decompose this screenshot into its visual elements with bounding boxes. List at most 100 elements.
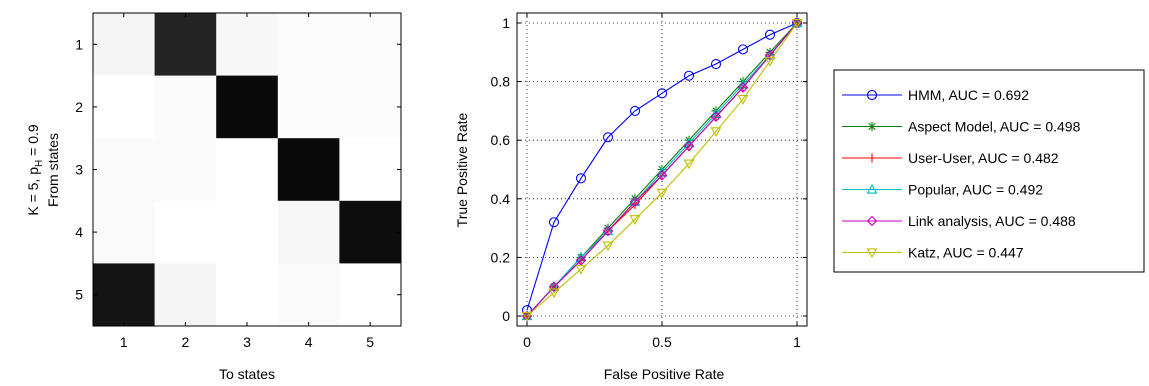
heatmap-cell	[339, 75, 402, 139]
roc-data-point	[738, 77, 748, 87]
roc-data-point	[602, 132, 614, 143]
heatmap-x-tick-label: 5	[366, 334, 374, 350]
legend-marker	[867, 153, 877, 163]
roc-x-tick-label: 1	[793, 334, 801, 350]
heatmap-cell	[93, 138, 156, 202]
heatmap-cell	[277, 263, 340, 327]
roc-y-tick-label: 0.2	[491, 249, 511, 265]
roc-y-tick-label: 0.8	[491, 74, 511, 90]
roc-data-point	[683, 140, 695, 152]
roc-series-line	[526, 22, 798, 317]
heatmap-x-tick-label: 1	[120, 334, 128, 350]
roc-data-point	[737, 95, 749, 105]
roc-data-point	[548, 288, 560, 299]
legend-label: Katz, AUC = 0.447	[908, 245, 1024, 261]
roc-data-point	[521, 311, 533, 322]
heatmap-y-tick-label: 2	[75, 99, 83, 115]
roc-x-tick-label: 0	[523, 334, 531, 350]
roc-data-point	[629, 196, 641, 206]
legend-item: Aspect Model, AUC = 0.498	[842, 119, 1081, 135]
heatmap-x-ticks: 1 2 3 4 5	[120, 13, 374, 350]
roc-data-point	[602, 225, 614, 237]
heatmap-cell	[339, 200, 402, 264]
heatmap-cell	[339, 13, 402, 77]
roc-y-tick-label: 1	[502, 15, 510, 31]
heatmap-x-tick-label: 2	[182, 334, 190, 350]
legend-item: User-User, AUC = 0.482	[842, 150, 1059, 166]
roc-data-point	[710, 111, 722, 123]
heatmap-y-ticks: 1 2 3 4 5	[75, 36, 401, 303]
heatmap-cell	[154, 75, 217, 139]
heatmap-cell	[93, 13, 156, 77]
heatmap-y-tick-label: 5	[75, 287, 83, 303]
roc-y-ticks: 0 0.2 0.4 0.6 0.8 1	[491, 15, 807, 324]
heatmap-y-axis-label-inner: From states	[45, 133, 61, 207]
legend-item: Link analysis, AUC = 0.488	[842, 213, 1076, 229]
roc-panel: 0 0.5 1 00.20.40.60.81 False Positive Rate…	[454, 12, 808, 382]
roc-data-point	[548, 281, 560, 292]
heatmap-cell	[277, 200, 340, 264]
heatmap-y-axis-label-outer: K = 5, pH = 0.9	[25, 124, 45, 216]
roc-data-point	[684, 135, 694, 145]
roc-data-point	[602, 225, 614, 236]
heatmap-cell	[216, 138, 279, 202]
heatmap-cell	[277, 13, 340, 77]
legend-frame	[833, 69, 1145, 273]
heatmap-y-tick-label: 3	[75, 162, 83, 178]
roc-data-point	[764, 56, 776, 67]
roc-y-tick-label: 0.6	[491, 132, 511, 148]
heatmap-cell	[339, 138, 402, 202]
legend-label: User-User, AUC = 0.482	[908, 150, 1059, 166]
heatmap-x-tick-label: 4	[305, 334, 313, 350]
legend-items: HMM, AUC = 0.692 Aspect Model, AUC = 0.49…	[842, 87, 1081, 261]
roc-data-point	[737, 44, 749, 55]
roc-data-point	[630, 194, 640, 204]
roc-data-point	[764, 49, 776, 61]
roc-y-tick-label: 0.4	[491, 191, 511, 207]
heatmap-cell	[93, 200, 156, 264]
legend-label: Aspect Model, AUC = 0.498	[908, 119, 1081, 135]
roc-data-point	[575, 264, 587, 275]
roc-data-point	[629, 105, 641, 116]
roc-data-point	[629, 215, 641, 225]
heatmap-cell	[277, 75, 340, 139]
roc-data-point	[548, 217, 560, 228]
heatmap-panel: 1 2 3 4 5 1 2 3 4 5 To states K = 5, pH = 0.9 Fr…	[25, 12, 402, 382]
roc-data-point	[575, 173, 587, 184]
roc-data-point	[575, 255, 587, 266]
roc-data-point	[548, 281, 560, 291]
roc-data-point	[656, 88, 668, 99]
heatmap-cell	[216, 200, 279, 264]
legend-marker	[866, 183, 878, 194]
roc-legend: HMM, AUC = 0.692 Aspect Model, AUC = 0.49…	[833, 69, 1145, 273]
heatmap-cells	[93, 13, 402, 327]
heatmap-cell	[154, 263, 217, 327]
legend-marker	[866, 89, 878, 101]
heatmap-cell	[154, 138, 217, 202]
legend-label: Link analysis, AUC = 0.488	[908, 213, 1076, 229]
roc-data-point	[657, 165, 667, 174]
heatmap-x-axis-label: To states	[219, 366, 275, 382]
legend-item: HMM, AUC = 0.692	[842, 87, 1029, 103]
roc-data-point	[683, 70, 695, 81]
heatmap-cell	[277, 138, 340, 202]
roc-data-point	[710, 58, 722, 70]
heatmap-cell	[339, 263, 402, 327]
roc-data-point	[764, 49, 776, 60]
legend-marker	[867, 122, 877, 131]
roc-series-6	[521, 18, 803, 322]
roc-data-point	[656, 170, 668, 181]
heatmap-y-tick-label: 1	[75, 36, 83, 52]
roc-x-tick-label: 0.5	[652, 334, 672, 350]
legend-marker	[866, 248, 878, 259]
heatmap-y-label-subscript: H	[34, 160, 45, 167]
legend-label: Popular, AUC = 0.492	[908, 182, 1043, 198]
roc-data-point	[656, 188, 668, 199]
roc-data-point	[710, 127, 722, 138]
heatmap-x-tick-label: 3	[243, 334, 251, 350]
legend-marker	[866, 215, 878, 227]
heatmap-y-label-part-3: = 0.9	[25, 124, 41, 160]
roc-data-point	[791, 18, 803, 29]
legend-item: Katz, AUC = 0.447	[842, 245, 1024, 261]
